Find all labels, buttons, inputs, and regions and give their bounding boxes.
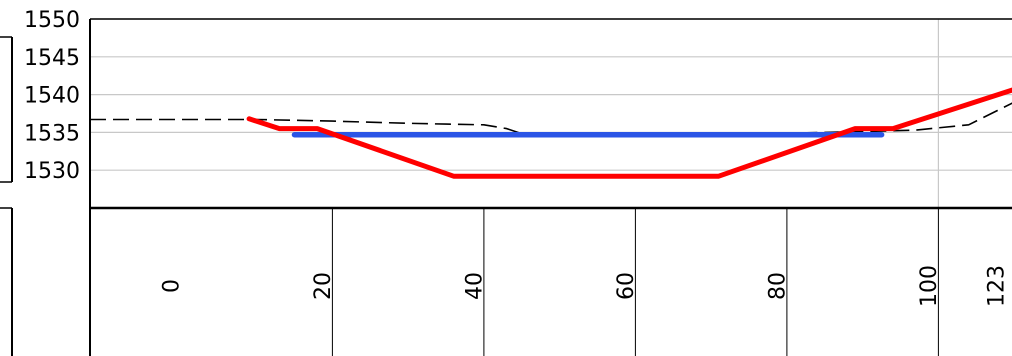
grid-layer <box>90 18 1012 356</box>
x-tick-label: 60 <box>614 272 639 300</box>
y-axis-tick-labels: 1530 1535 1540 1545 1550 <box>24 8 80 184</box>
frame-layer <box>0 18 1012 356</box>
red-series-line <box>246 87 1012 179</box>
y-tick-label: 1545 <box>24 46 80 71</box>
x-tick-label: 20 <box>311 272 336 300</box>
x-tick-label: 40 <box>463 272 488 300</box>
x-tick-label: 100 <box>917 265 942 307</box>
x-axis-tick-labels: 020406080100120123 <box>160 265 1010 307</box>
x-tick-label: 80 <box>766 272 791 300</box>
y-tick-label: 1540 <box>24 84 80 109</box>
y-tick-label: 1535 <box>24 121 80 146</box>
y-tick-label: 1530 <box>24 159 80 184</box>
x-tick-label: 123 <box>985 265 1010 307</box>
x-tick-label: 0 <box>160 279 185 293</box>
series-layer <box>90 87 1012 179</box>
y-tick-label: 1550 <box>24 8 80 33</box>
dashed-series-line <box>90 102 1012 137</box>
